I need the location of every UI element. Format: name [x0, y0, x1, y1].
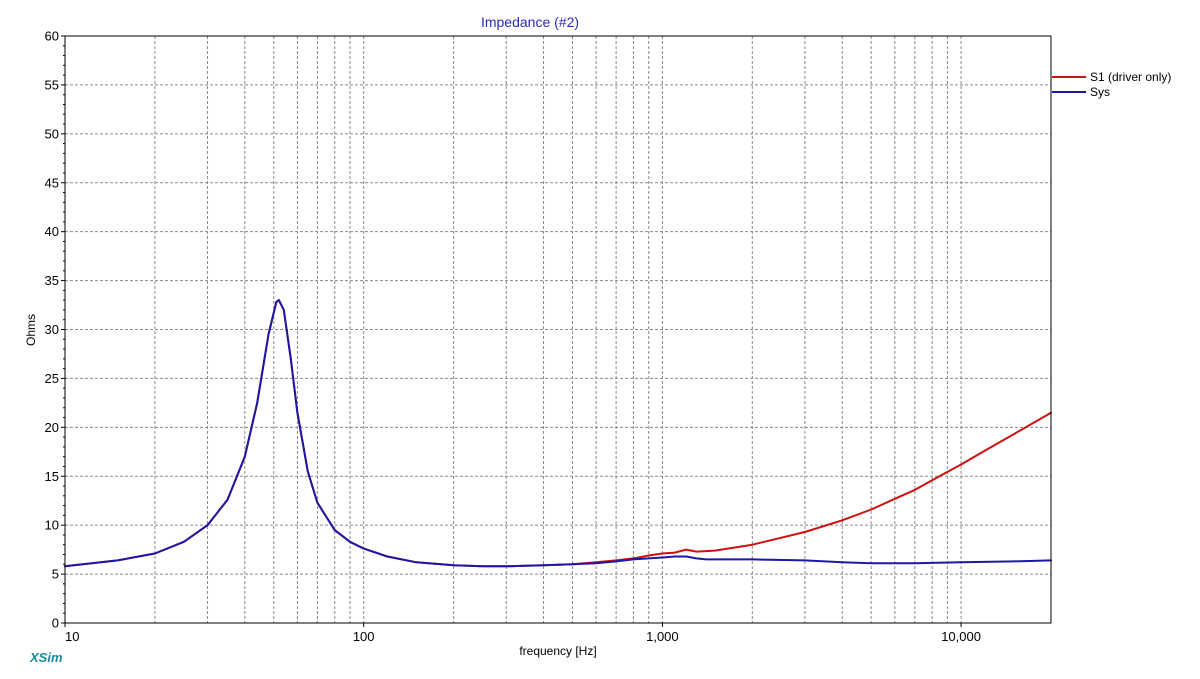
y-tick-label: 5	[52, 567, 59, 582]
y-tick-label: 50	[45, 126, 59, 141]
y-tick-label: 0	[52, 616, 59, 631]
y-tick-label: 30	[45, 322, 59, 337]
y-tick-label: 55	[45, 77, 59, 92]
y-tick-label: 35	[45, 273, 59, 288]
plot-series	[64, 299, 1052, 568]
xsim-brand-logo: XSim	[29, 650, 63, 665]
legend[interactable]: S1 (driver only)Sys	[1052, 70, 1171, 99]
y-axis-label: Ohms	[24, 314, 38, 346]
y-tick-label: 40	[45, 224, 59, 239]
x-axis-ticks: 10 100 1,000 10,000	[64, 623, 981, 644]
y-tick-label: 20	[45, 420, 59, 435]
plot-grid	[65, 36, 1051, 623]
y-tick-label: 45	[45, 175, 59, 190]
x-tick-label: 10,000	[941, 629, 981, 644]
x-axis-label: frequency [Hz]	[519, 644, 596, 658]
x-tick-label: 100	[353, 629, 375, 644]
legend-label: Sys	[1090, 85, 1110, 99]
x-tick-label: 1,000	[646, 629, 679, 644]
y-tick-label: 60	[45, 29, 59, 44]
chart-title: Impedance (#2)	[481, 14, 579, 30]
y-axis-ticks: 0 5 10 15 20 25 30 35 40 45 50 55 60	[45, 29, 65, 631]
x-tick-label: 10	[65, 629, 79, 644]
y-tick-label: 25	[45, 371, 59, 386]
y-tick-label: 15	[45, 469, 59, 484]
series-line-sys	[64, 299, 1052, 568]
legend-label: S1 (driver only)	[1090, 70, 1171, 84]
y-tick-label: 10	[45, 518, 59, 533]
